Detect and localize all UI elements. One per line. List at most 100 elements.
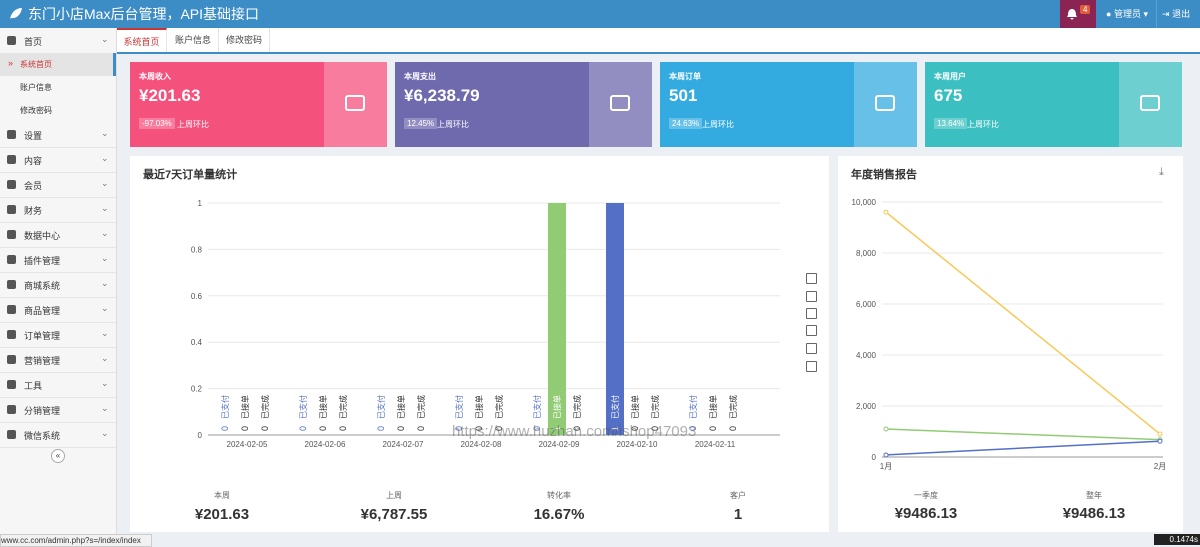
x-tick-label: 2024-02-05 xyxy=(227,440,268,449)
bar-series-label: 已支付 xyxy=(610,395,620,419)
toolbox-button[interactable] xyxy=(806,361,817,372)
toolbox-button[interactable] xyxy=(806,273,817,284)
menu-item[interactable]: 插件管理 ⌄ xyxy=(0,247,116,273)
y-tick-label: 4,000 xyxy=(856,351,877,360)
menu-item[interactable]: 财务 ⌄ xyxy=(0,197,116,223)
bar-value-label: 0 xyxy=(338,426,348,431)
x-tick-label: 1月 xyxy=(880,462,892,471)
bar-value-label: 1 xyxy=(552,426,562,431)
summary-value: ¥201.63 xyxy=(194,506,250,523)
bar-series-label: 已支付 xyxy=(220,395,230,419)
download-button[interactable]: ⤓ xyxy=(1159,166,1164,178)
bar-value-label: 0 xyxy=(416,426,426,431)
card-change-label: 上周环比 xyxy=(702,120,734,129)
stat-card: 本周支出 ¥6,238.79 12.45% 上周环比 xyxy=(395,62,652,147)
bar-value-label: 0 xyxy=(474,426,484,431)
bar-series-label: 已完成 xyxy=(260,395,270,419)
panel-title: 最近7天订单量统计 xyxy=(143,169,238,181)
bar-value-label: 0 xyxy=(318,426,328,431)
menu-item[interactable]: 微信系统 ⌄ xyxy=(0,422,116,448)
toolbox-button[interactable] xyxy=(806,343,817,354)
card-change-label: 上周环比 xyxy=(177,120,209,129)
bar-series-label: 已完成 xyxy=(338,395,348,419)
menu-label: 会员 xyxy=(24,181,43,191)
summary-value: ¥6,787.55 xyxy=(360,506,428,523)
submenu-item[interactable]: 账户信息 xyxy=(0,76,116,99)
summary-label: 整年 xyxy=(1086,491,1102,500)
line-point xyxy=(1157,431,1163,437)
toolbox-button[interactable] xyxy=(806,308,817,319)
submenu-item[interactable]: 修改密码 xyxy=(0,99,116,122)
menu-item[interactable]: 数据中心 ⌄ xyxy=(0,222,116,248)
y-tick-label: 0 xyxy=(198,431,203,440)
card-value: 675 xyxy=(934,86,963,105)
logout-button[interactable]: ⇥ 退出 xyxy=(1156,0,1200,28)
y-tick-label: 6,000 xyxy=(856,300,877,309)
notification-button[interactable]: 4 xyxy=(1060,0,1096,28)
card-value: ¥6,238.79 xyxy=(404,86,480,105)
menu-item[interactable]: 分销管理 ⌄ xyxy=(0,397,116,423)
y-tick-label: 0.8 xyxy=(191,245,203,254)
line-series xyxy=(885,440,1161,456)
tab[interactable]: 账户信息 xyxy=(168,28,219,52)
bar-value-label: 0 xyxy=(708,426,718,431)
card-value: ¥201.63 xyxy=(139,86,201,105)
x-tick-label: 2024-02-11 xyxy=(695,440,736,449)
menu-item[interactable]: 内容 ⌄ xyxy=(0,147,116,173)
menu-icon xyxy=(7,130,16,139)
submenu-item[interactable]: » 系统首页 xyxy=(0,53,116,76)
menu-item[interactable]: 工具 ⌄ xyxy=(0,372,116,398)
menu-icon xyxy=(7,205,16,214)
bar-series-label: 已支付 xyxy=(532,395,542,419)
collapse-button[interactable]: « xyxy=(51,449,65,463)
menu-icon xyxy=(7,36,16,45)
menu-item[interactable]: 商城系统 ⌄ xyxy=(0,272,116,298)
menu-caret: ⌄ xyxy=(101,34,109,44)
summary-label: 客户 xyxy=(730,491,746,500)
user-menu[interactable]: ● 管理员 ▾ xyxy=(1098,0,1154,28)
bar-series-label: 已接单 xyxy=(552,395,562,419)
panel-title: 年度销售报告 xyxy=(851,169,917,181)
menu-icon xyxy=(7,430,16,439)
x-tick-label: 2024-02-10 xyxy=(617,440,658,449)
bar-series-label: 已接单 xyxy=(630,395,640,419)
menu-label: 数据中心 xyxy=(24,231,61,241)
card-icon xyxy=(1140,95,1160,111)
y-tick-label: 1 xyxy=(198,199,203,208)
tab[interactable]: 系统首页 xyxy=(117,28,167,52)
toolbox-button[interactable] xyxy=(806,325,817,336)
stat-card: 本周收入 ¥201.63 -97.03% 上周环比 xyxy=(130,62,387,147)
menu-item[interactable]: 订单管理 ⌄ xyxy=(0,322,116,348)
card-icon xyxy=(345,95,365,111)
bar-series-label: 已完成 xyxy=(650,395,660,419)
menu-item[interactable]: 设置 ⌄ xyxy=(0,122,116,148)
x-tick-label: 2024-02-06 xyxy=(305,440,346,449)
card-change: 12.45% xyxy=(404,118,438,129)
menu-item[interactable]: 营销管理 ⌄ xyxy=(0,347,116,373)
caret: ▾ xyxy=(1140,9,1148,19)
bar-value-label: 0 xyxy=(650,426,660,431)
summary-value: 1 xyxy=(733,506,743,523)
sales-panel xyxy=(838,156,1183,532)
menu-label: 营销管理 xyxy=(24,356,61,366)
menu-caret: ⌄ xyxy=(101,328,109,338)
bar xyxy=(548,203,566,435)
summary-label: 上周 xyxy=(386,491,402,500)
card-change-label: 上周环比 xyxy=(437,120,469,129)
logout-label: 退出 xyxy=(1172,9,1191,19)
card-title: 本周用户 xyxy=(934,72,966,81)
menu-label: 商城系统 xyxy=(24,281,61,291)
tab[interactable]: 修改密码 xyxy=(219,28,270,52)
x-tick-label: 2024-02-08 xyxy=(461,440,502,449)
y-tick-label: 0.4 xyxy=(191,338,203,347)
toolbox-button[interactable] xyxy=(806,291,817,302)
menu-item[interactable]: 商品管理 ⌄ xyxy=(0,297,116,323)
active-marker: » xyxy=(8,58,14,68)
menu-caret: ⌄ xyxy=(101,428,109,438)
menu-item[interactable]: 会员 ⌄ xyxy=(0,172,116,198)
bar-series-label: 已完成 xyxy=(494,395,504,419)
card-change: 13.64% xyxy=(934,118,968,129)
card-change: 24.63% xyxy=(669,118,703,129)
bar-value-label: 0 xyxy=(630,426,640,431)
